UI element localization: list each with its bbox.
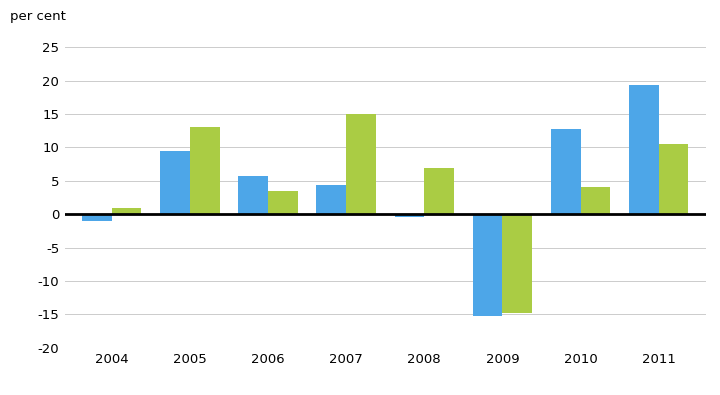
Bar [346,114,376,214]
Bar [268,191,297,214]
Bar [659,144,688,214]
Bar [160,151,190,214]
Bar [82,214,112,221]
Bar [503,214,532,313]
Bar [473,214,503,316]
Bar [190,128,220,214]
Bar [424,168,454,214]
Bar [395,214,424,217]
Bar [112,208,141,214]
Bar [580,188,611,214]
Bar [629,85,659,214]
Text: per cent: per cent [10,10,66,23]
Bar [238,176,268,214]
Bar [316,186,346,214]
Bar [551,130,580,214]
